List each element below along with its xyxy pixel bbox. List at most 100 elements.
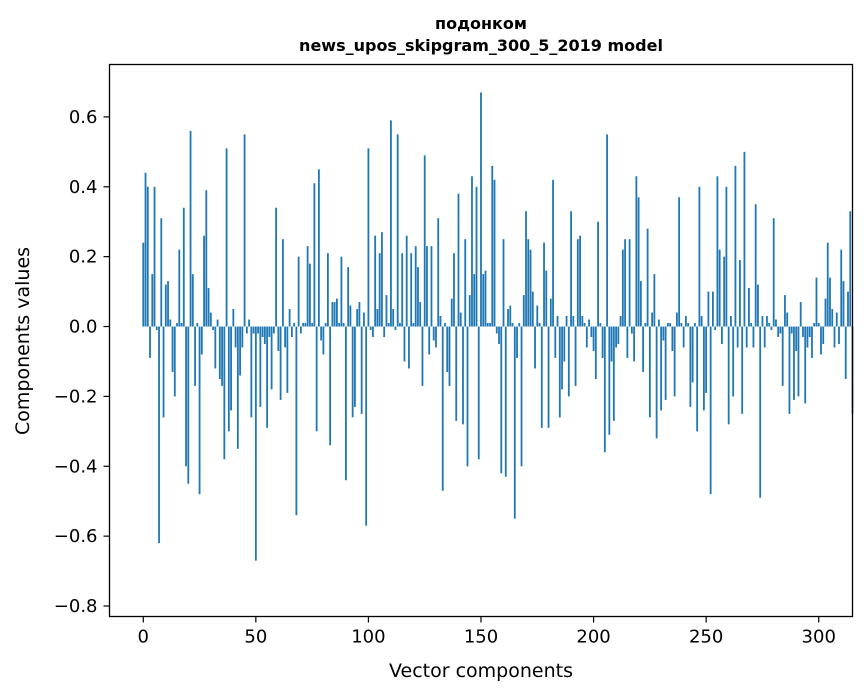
bar <box>327 253 329 327</box>
bar <box>272 326 275 334</box>
bar <box>739 260 741 327</box>
bar <box>313 183 316 327</box>
bar <box>588 319 590 327</box>
bar <box>459 312 462 327</box>
bar <box>254 326 257 561</box>
bar <box>385 295 388 327</box>
bar <box>761 316 764 327</box>
bar <box>831 309 834 327</box>
bar <box>784 295 786 327</box>
bar <box>680 323 683 327</box>
bar <box>619 316 622 327</box>
bar <box>209 312 212 327</box>
bar <box>849 211 852 327</box>
bar <box>446 326 449 372</box>
bar <box>732 326 735 397</box>
bar <box>489 323 491 327</box>
bar <box>673 326 676 397</box>
bar <box>628 239 631 327</box>
bar <box>502 239 505 327</box>
bar <box>567 326 570 397</box>
x-tick-label: 100 <box>351 627 385 648</box>
bar <box>666 323 669 327</box>
bar <box>471 176 473 327</box>
bar <box>788 326 791 414</box>
bar <box>795 326 798 351</box>
bar <box>340 256 343 327</box>
bar <box>279 326 282 400</box>
bar <box>239 326 241 376</box>
bar <box>660 326 663 411</box>
bar <box>182 207 185 327</box>
x-axis: 0 50 100 150 200 250 300 <box>138 616 836 648</box>
bar <box>144 172 147 327</box>
bar <box>840 249 843 327</box>
bar <box>511 323 514 327</box>
bar <box>462 326 464 425</box>
bar <box>714 326 717 331</box>
bar <box>707 291 710 327</box>
bar <box>369 326 372 331</box>
bar <box>750 323 753 327</box>
bar <box>263 326 266 344</box>
bar <box>176 323 178 327</box>
bar <box>642 326 645 372</box>
bar <box>378 253 381 327</box>
bar <box>572 316 575 327</box>
y-tick-label: −0.6 <box>54 526 98 547</box>
bar <box>477 326 480 460</box>
bar <box>155 326 158 331</box>
bar <box>691 326 694 383</box>
bar <box>345 326 347 481</box>
bar <box>790 326 793 334</box>
bar <box>351 326 354 418</box>
bar <box>842 281 845 327</box>
bar <box>725 186 728 327</box>
bar <box>399 323 401 327</box>
bar <box>700 316 703 327</box>
bar <box>820 326 822 355</box>
bar <box>682 326 685 348</box>
bar <box>678 197 681 327</box>
bar <box>486 323 489 327</box>
bar <box>410 253 413 327</box>
bar <box>358 302 361 327</box>
bar <box>396 134 399 327</box>
bar <box>342 323 345 327</box>
y-tick-label: −0.4 <box>54 456 98 477</box>
bar <box>626 326 629 358</box>
bar <box>757 284 759 327</box>
bar <box>576 239 579 327</box>
bar <box>473 274 476 327</box>
y-tick-label: 0.4 <box>69 177 98 198</box>
bar <box>556 316 559 327</box>
bar <box>624 239 626 327</box>
bar <box>191 274 194 327</box>
bar <box>844 326 847 379</box>
bar <box>804 326 807 404</box>
bar <box>212 326 214 331</box>
bar <box>356 309 359 327</box>
bar <box>245 326 248 334</box>
bar <box>268 326 271 338</box>
bar <box>381 232 383 327</box>
bar <box>149 326 151 358</box>
bar <box>703 326 705 411</box>
bar <box>414 246 417 327</box>
bar <box>329 326 332 446</box>
bar <box>450 298 453 327</box>
bar <box>696 326 699 432</box>
bar <box>311 323 314 327</box>
bar <box>493 179 496 327</box>
bar <box>277 326 280 351</box>
bar <box>718 249 721 327</box>
bar <box>216 319 219 327</box>
y-axis-label: Components values <box>12 247 34 435</box>
bar <box>376 309 379 327</box>
bar <box>768 323 771 327</box>
bar <box>214 326 217 369</box>
bar <box>563 326 566 362</box>
bar <box>284 326 287 348</box>
bar <box>439 316 442 327</box>
y-tick-label: −0.2 <box>54 386 98 407</box>
